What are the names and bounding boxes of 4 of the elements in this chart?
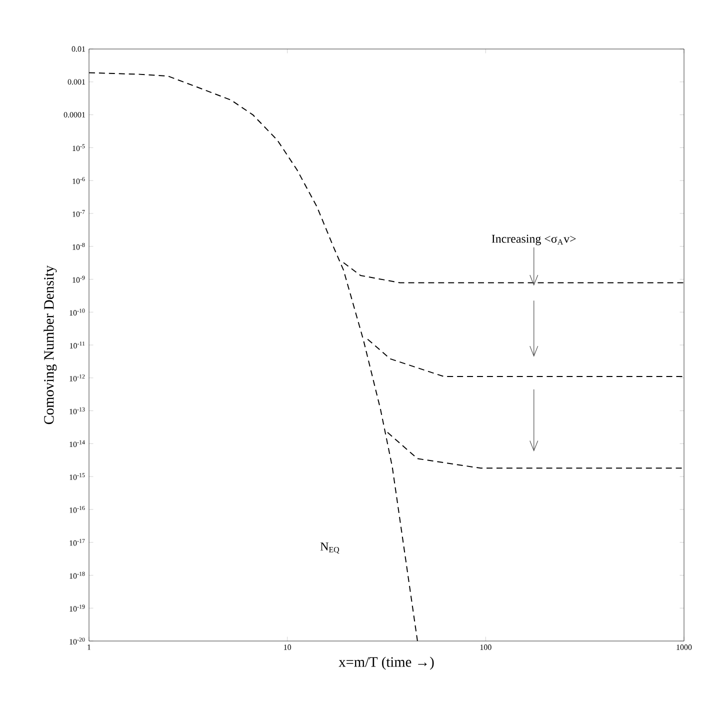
annotation: N$_{EQ}$ [320, 542, 340, 554]
annotation: Increasing <σ$_{A}$v> [492, 234, 576, 246]
y-axis-title: Comoving Number Density [44, 265, 57, 424]
x-axis-title: x=m/T (time →) [338, 656, 434, 670]
